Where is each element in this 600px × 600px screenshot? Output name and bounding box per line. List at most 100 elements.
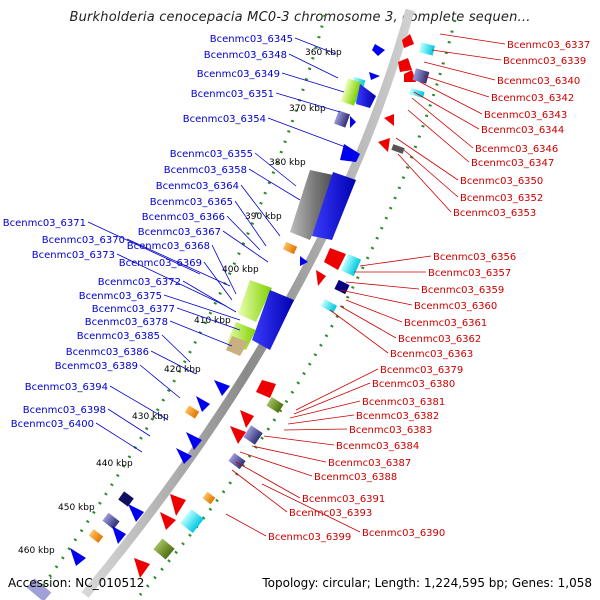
- gene-block: [88, 529, 104, 543]
- gene-label-left[interactable]: Bcenmc03_6373: [32, 250, 115, 261]
- gene-label-right[interactable]: Bcenmc03_6360: [414, 301, 497, 312]
- gene-label-right[interactable]: Bcenmc03_6362: [398, 334, 481, 345]
- gene-label-left[interactable]: Bcenmc03_6369: [119, 258, 202, 269]
- gene-label-right[interactable]: Bcenmc03_6344: [481, 125, 564, 136]
- gene-label-left[interactable]: Bcenmc03_6348: [204, 50, 287, 61]
- leader-line: [293, 382, 371, 415]
- gene-label-right[interactable]: Bcenmc03_6391: [302, 494, 385, 505]
- leader-line: [240, 184, 281, 237]
- gene-label-left[interactable]: Bcenmc03_6372: [98, 277, 181, 288]
- gene-label-left[interactable]: Bcenmc03_6364: [156, 181, 239, 192]
- gene-arrow: [170, 494, 186, 516]
- gene-label-right[interactable]: Bcenmc03_6340: [497, 76, 580, 87]
- gene-label-right[interactable]: Bcenmc03_6353: [453, 208, 536, 219]
- gene-label-right[interactable]: Bcenmc03_6356: [433, 252, 516, 263]
- leader-line: [248, 168, 301, 201]
- gene-block: [202, 491, 216, 505]
- leader-line: [423, 61, 496, 81]
- gene-label-right[interactable]: Bcenmc03_6363: [390, 349, 473, 360]
- leader-line: [163, 294, 241, 321]
- leader-line: [150, 350, 197, 375]
- gene-label-right[interactable]: Bcenmc03_6390: [362, 528, 445, 539]
- leader-line: [439, 33, 506, 45]
- leader-line: [234, 200, 267, 247]
- outer-features: [134, 34, 436, 578]
- gene-label-left[interactable]: Bcenmc03_6366: [142, 212, 225, 223]
- gene-arrow: [128, 504, 144, 522]
- gene-label-right[interactable]: Bcenmc03_6381: [362, 397, 445, 408]
- gene-label-left[interactable]: Bcenmc03_6398: [23, 405, 106, 416]
- leader-line: [287, 414, 355, 425]
- gene-label-right[interactable]: Bcenmc03_6339: [503, 56, 586, 67]
- gene-label-right[interactable]: Bcenmc03_6393: [289, 508, 372, 519]
- gene-arrow: [256, 380, 276, 398]
- gene-block: [340, 253, 362, 277]
- gene-arrow: [372, 44, 385, 56]
- gene-label-left[interactable]: Bcenmc03_6389: [55, 361, 138, 372]
- gene-label-right[interactable]: Bcenmc03_6350: [460, 176, 543, 187]
- gene-block: [102, 512, 120, 530]
- gene-label-left[interactable]: Bcenmc03_6370: [42, 235, 125, 246]
- gene-block: [118, 491, 134, 507]
- gene-label-left[interactable]: Bcenmc03_6371: [3, 218, 86, 229]
- gene-label-left[interactable]: Bcenmc03_6394: [25, 382, 108, 393]
- gene-label-left[interactable]: Bcenmc03_6375: [79, 291, 162, 302]
- gene-label-right[interactable]: Bcenmc03_6337: [507, 40, 590, 51]
- gene-block: [333, 110, 351, 128]
- gene-label-left[interactable]: Bcenmc03_6386: [66, 347, 149, 358]
- gene-label-left[interactable]: Bcenmc03_6354: [183, 114, 266, 125]
- scale-label: 370 kbp: [289, 104, 326, 114]
- gene-label-right[interactable]: Bcenmc03_6383: [349, 425, 432, 436]
- gene-label-left[interactable]: Bcenmc03_6385: [77, 331, 160, 342]
- gene-label-right[interactable]: Bcenmc03_6380: [372, 379, 455, 390]
- inner-features: [26, 44, 385, 600]
- leader-line: [263, 435, 335, 446]
- gene-label-right[interactable]: Bcenmc03_6361: [404, 318, 487, 329]
- gene-label-right[interactable]: Bcenmc03_6387: [328, 458, 411, 469]
- gene-label-left[interactable]: Bcenmc03_6378: [85, 317, 168, 328]
- leader-line: [345, 281, 420, 290]
- gene-block: [243, 425, 263, 445]
- leader-line: [176, 307, 241, 331]
- gene-arrow: [398, 58, 412, 72]
- gene-block: [153, 538, 175, 560]
- leader-line: [411, 97, 474, 149]
- gene-label-right[interactable]: Bcenmc03_6388: [314, 472, 397, 483]
- gene-label-right[interactable]: Bcenmc03_6346: [475, 144, 558, 155]
- gene-label-left[interactable]: Bcenmc03_6367: [138, 227, 221, 238]
- gene-label-right[interactable]: Bcenmc03_6384: [336, 441, 419, 452]
- gene-label-left[interactable]: Bcenmc03_6377: [92, 304, 175, 315]
- leader-line: [283, 428, 348, 431]
- gene-label-right[interactable]: Bcenmc03_6357: [428, 268, 511, 279]
- gene-arrow: [324, 248, 346, 270]
- gene-label-left[interactable]: Bcenmc03_6368: [127, 241, 210, 252]
- gene-label-right[interactable]: Bcenmc03_6352: [460, 193, 543, 204]
- gene-label-right[interactable]: Bcenmc03_6347: [471, 158, 554, 169]
- leader-line: [231, 469, 288, 513]
- gene-arrow: [176, 448, 192, 464]
- gene-label-left[interactable]: Bcenmc03_6345: [210, 34, 293, 45]
- leader-line: [126, 238, 231, 287]
- leader-line: [95, 422, 143, 453]
- gene-label-left[interactable]: Bcenmc03_6365: [150, 197, 233, 208]
- gene-label-right[interactable]: Bcenmc03_6342: [491, 93, 574, 104]
- leader-line: [431, 49, 502, 61]
- gene-arrow: [186, 432, 202, 450]
- gene-label-left[interactable]: Bcenmc03_6355: [170, 149, 253, 160]
- gene-arrow: [70, 548, 86, 566]
- leader-line: [235, 461, 301, 499]
- leader-line: [295, 368, 379, 411]
- gene-label-right[interactable]: Bcenmc03_6382: [356, 411, 439, 422]
- gene-label-right[interactable]: Bcenmc03_6343: [484, 110, 567, 121]
- gene-lime-block: [238, 280, 272, 322]
- leader-line: [423, 75, 490, 98]
- gene-label-right[interactable]: Bcenmc03_6359: [421, 285, 504, 296]
- gene-label-left[interactable]: Bcenmc03_6358: [164, 165, 247, 176]
- gene-block: [340, 78, 362, 106]
- gene-label-right[interactable]: Bcenmc03_6399: [268, 532, 351, 543]
- gene-label-left[interactable]: Bcenmc03_6351: [191, 89, 274, 100]
- gene-label-left[interactable]: Bcenmc03_6400: [11, 419, 94, 430]
- gene-label-left[interactable]: Bcenmc03_6349: [197, 69, 280, 80]
- gene-label-right[interactable]: Bcenmc03_6379: [380, 365, 463, 376]
